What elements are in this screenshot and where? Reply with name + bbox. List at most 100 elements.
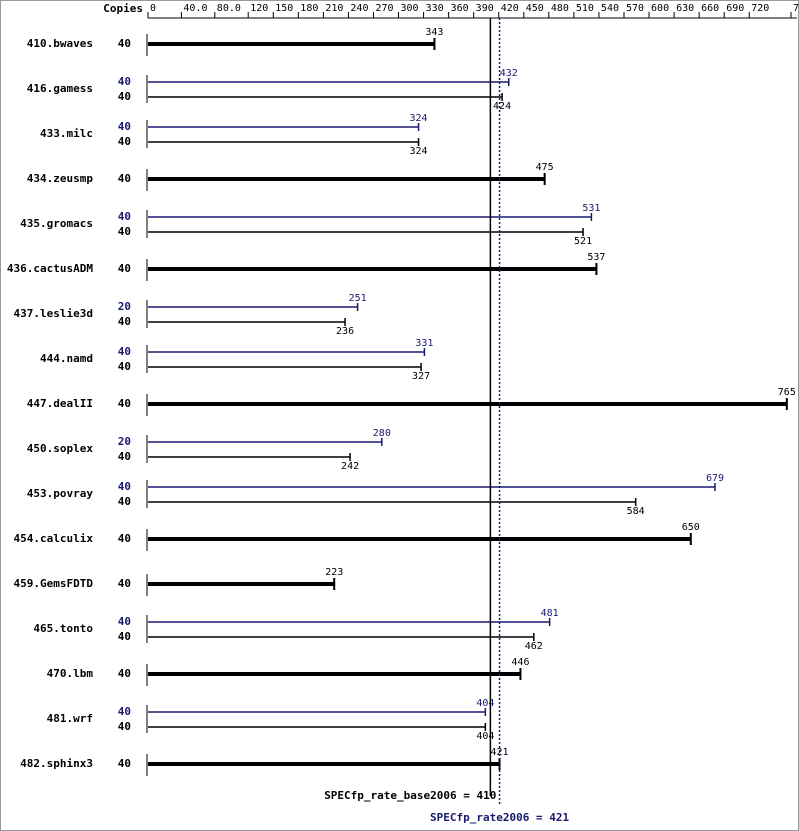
- value-label: 521: [574, 236, 592, 247]
- copies-label: 40: [118, 225, 131, 238]
- copies-label: 40: [118, 705, 131, 718]
- value-label: 280: [373, 428, 391, 439]
- x-tick-label: 270: [375, 3, 393, 14]
- copies-label: 40: [118, 630, 131, 643]
- copies-label: 40: [118, 577, 131, 590]
- x-tick-label: 40.0: [183, 3, 207, 14]
- x-tick-label: 720: [751, 3, 769, 14]
- category-label: 434.zeusmp: [27, 172, 94, 185]
- copies-label: 40: [118, 210, 131, 223]
- category-label: 435.gromacs: [20, 217, 93, 230]
- category-label: 416.gamess: [27, 82, 93, 95]
- value-label: 481: [541, 608, 559, 619]
- copies-label: 40: [118, 345, 131, 358]
- value-label: 537: [587, 252, 605, 263]
- copies-label: 40: [118, 480, 131, 493]
- value-label: 765: [778, 387, 796, 398]
- x-tick-label: 600: [651, 3, 669, 14]
- x-tick-label: 480: [551, 3, 569, 14]
- value-label: 324: [410, 113, 428, 124]
- category-label: 459.GemsFDTD: [14, 577, 94, 590]
- copies-label: 40: [118, 397, 131, 410]
- value-label: 242: [341, 461, 359, 472]
- value-label: 421: [491, 747, 509, 758]
- value-label: 331: [415, 338, 433, 349]
- x-tick-label: 210: [325, 3, 343, 14]
- value-label: 650: [682, 522, 700, 533]
- copies-label: 20: [118, 300, 131, 313]
- value-label: 462: [525, 641, 543, 652]
- value-label: 251: [349, 293, 367, 304]
- value-label: 324: [410, 146, 428, 157]
- x-tick-label: 120: [250, 3, 268, 14]
- x-tick-label: 450: [526, 3, 544, 14]
- x-tick-label: 390: [476, 3, 494, 14]
- x-tick-label: 330: [426, 3, 444, 14]
- copies-label: 40: [118, 262, 131, 275]
- category-label: 437.leslie3d: [14, 307, 93, 320]
- value-label: 343: [425, 27, 443, 38]
- value-label: 679: [706, 473, 724, 484]
- value-label: 446: [511, 657, 529, 668]
- copies-label: 40: [118, 360, 131, 373]
- value-label: 404: [476, 698, 494, 709]
- category-label: 470.lbm: [47, 667, 94, 680]
- x-tick-label: 690: [726, 3, 744, 14]
- value-label: 424: [493, 101, 511, 112]
- value-label: 236: [336, 326, 354, 337]
- copies-label: 40: [118, 172, 131, 185]
- copies-label: 40: [118, 615, 131, 628]
- x-tick-label: 660: [701, 3, 719, 14]
- value-label: 327: [412, 371, 430, 382]
- category-label: 444.namd: [40, 352, 93, 365]
- copies-label: 40: [118, 90, 131, 103]
- x-tick-label: 630: [676, 3, 694, 14]
- copies-label: 40: [118, 315, 131, 328]
- category-label: 433.milc: [40, 127, 93, 140]
- copies-label: 20: [118, 435, 131, 448]
- x-tick-label: 240: [350, 3, 368, 14]
- copies-label: 40: [118, 495, 131, 508]
- copies-header: Copies: [103, 2, 143, 15]
- category-label: 481.wrf: [47, 712, 93, 725]
- value-label: 584: [627, 506, 645, 517]
- category-label: 410.bwaves: [27, 37, 93, 50]
- value-label: 223: [325, 567, 343, 578]
- x-tick-label: 510: [576, 3, 594, 14]
- copies-label: 40: [118, 120, 131, 133]
- category-label: 450.soplex: [27, 442, 94, 455]
- category-label: 447.dealII: [27, 397, 93, 410]
- x-tick-label: 420: [501, 3, 519, 14]
- copies-label: 40: [118, 37, 131, 50]
- x-tick-label: 770: [793, 3, 799, 14]
- x-tick-label: 150: [275, 3, 293, 14]
- copies-label: 40: [118, 667, 131, 680]
- value-label: 531: [582, 203, 600, 214]
- copies-label: 40: [118, 757, 131, 770]
- category-label: 453.povray: [27, 487, 94, 500]
- copies-label: 40: [118, 135, 131, 148]
- x-tick-label: 360: [451, 3, 469, 14]
- category-label: 436.cactusADM: [7, 262, 93, 275]
- copies-label: 40: [118, 75, 131, 88]
- copies-label: 40: [118, 532, 131, 545]
- copies-label: 40: [118, 450, 131, 463]
- value-label: 432: [500, 68, 518, 79]
- copies-label: 40: [118, 720, 131, 733]
- x-tick-label: 0: [150, 3, 156, 14]
- value-label: 404: [476, 731, 494, 742]
- category-label: 454.calculix: [14, 532, 94, 545]
- reference-label: SPECfp_rate_base2006 = 410: [324, 789, 496, 802]
- x-tick-label: 300: [401, 3, 419, 14]
- x-tick-label: 180: [300, 3, 318, 14]
- x-tick-label: 570: [626, 3, 644, 14]
- x-tick-label: 540: [601, 3, 619, 14]
- category-label: 482.sphinx3: [20, 757, 93, 770]
- category-label: 465.tonto: [33, 622, 93, 635]
- reference-label: SPECfp_rate2006 = 421: [430, 811, 569, 824]
- x-tick-label: 80.0: [217, 3, 241, 14]
- value-label: 475: [536, 162, 554, 173]
